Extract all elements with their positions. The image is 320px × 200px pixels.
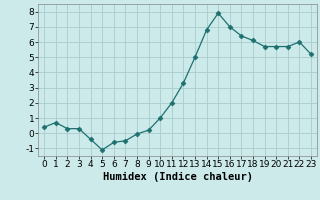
- X-axis label: Humidex (Indice chaleur): Humidex (Indice chaleur): [103, 172, 252, 182]
